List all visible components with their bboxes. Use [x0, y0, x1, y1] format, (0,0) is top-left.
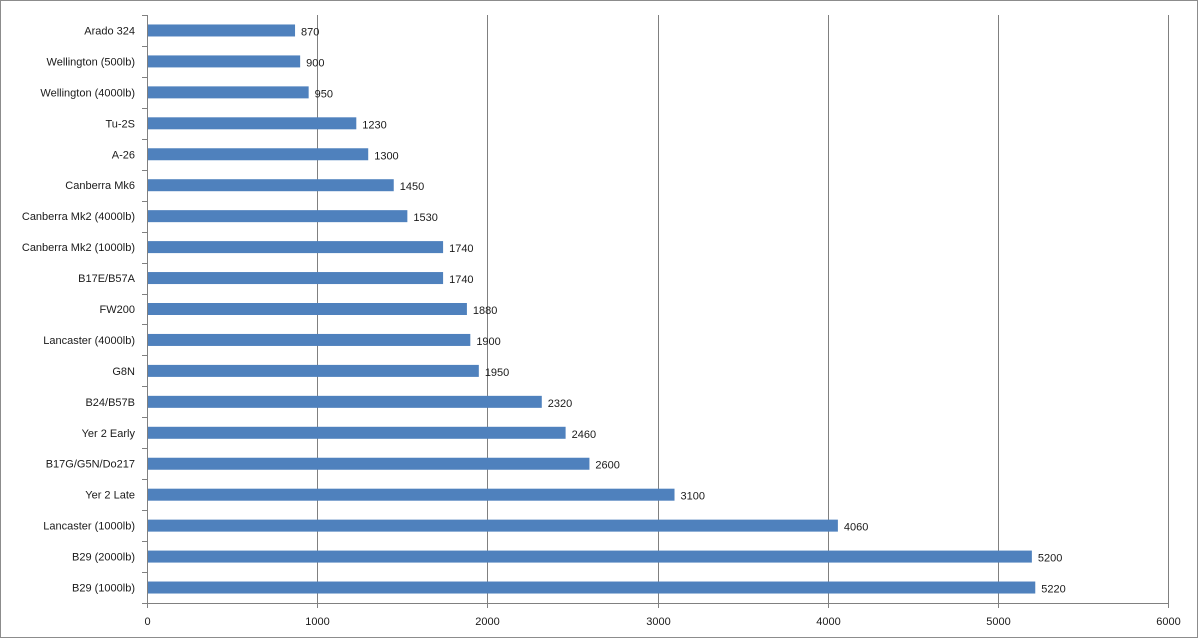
- data-label: 1740: [449, 274, 473, 286]
- x-tick-label: 6000: [1156, 616, 1180, 628]
- bar: [148, 488, 675, 501]
- category-label: Wellington (4000lb): [40, 87, 135, 99]
- bar: [148, 550, 1032, 563]
- bar: [148, 148, 369, 161]
- labels: 0 1000 2000 3000 4000 5000 6000 Arado 324 870 Wel…: [22, 25, 1181, 628]
- bar: [148, 117, 357, 130]
- category-label: Yer 2 Late: [85, 490, 135, 502]
- data-label: 1950: [485, 367, 509, 379]
- data-label: 2320: [548, 398, 572, 410]
- x-tick-label: 0: [144, 616, 150, 628]
- data-label: 1740: [449, 243, 473, 255]
- bar: [148, 426, 566, 439]
- data-label: 2460: [572, 429, 596, 441]
- bar: [148, 364, 479, 377]
- category-label: Yer 2 Early: [82, 428, 136, 440]
- bars: [148, 24, 1036, 594]
- data-label: 1300: [374, 150, 398, 162]
- category-label: Canberra Mk6: [65, 180, 135, 192]
- category-label: Lancaster (1000lb): [43, 521, 135, 533]
- category-label: B17E/B57A: [78, 273, 136, 285]
- category-label: FW200: [100, 304, 135, 316]
- data-label: 870: [301, 26, 319, 38]
- category-label: Canberra Mk2 (4000lb): [22, 211, 135, 223]
- category-label: B24/B57B: [85, 397, 135, 409]
- category-label: A-26: [112, 149, 135, 161]
- category-label: B29 (1000lb): [72, 583, 135, 595]
- bar: [148, 179, 394, 192]
- x-tick-label: 5000: [986, 616, 1010, 628]
- bar: [148, 210, 408, 223]
- category-label: Tu-2S: [105, 118, 135, 130]
- category-label: Arado 324: [84, 25, 135, 37]
- data-label: 1530: [413, 212, 437, 224]
- data-label: 900: [306, 57, 324, 69]
- bar: [148, 86, 309, 99]
- category-label: Wellington (500lb): [47, 56, 135, 68]
- bar: [148, 272, 444, 285]
- x-tick-label: 3000: [646, 616, 670, 628]
- data-label: 950: [315, 88, 333, 100]
- data-label: 5200: [1038, 553, 1062, 565]
- bar: [148, 303, 467, 315]
- bar: [148, 333, 471, 346]
- axes: [142, 15, 1169, 608]
- x-tick-label: 2000: [475, 616, 499, 628]
- bar: [148, 581, 1036, 594]
- category-label: G8N: [112, 366, 135, 378]
- category-label: Canberra Mk2 (1000lb): [22, 242, 135, 254]
- bar: [148, 241, 444, 254]
- x-tick-label: 1000: [305, 616, 329, 628]
- x-tick-label: 4000: [816, 616, 840, 628]
- data-label: 5220: [1041, 584, 1065, 596]
- category-label: B29 (2000lb): [72, 552, 135, 564]
- bar: [148, 519, 838, 532]
- bar: [148, 24, 296, 37]
- bar: [148, 395, 542, 408]
- gridlines: [317, 15, 1169, 603]
- data-label: 1450: [400, 181, 424, 193]
- data-label: 2600: [595, 460, 619, 472]
- data-label: 1900: [476, 336, 500, 348]
- category-label: B17G/G5N/Do217: [46, 459, 135, 471]
- bar: [148, 55, 301, 68]
- category-label: Lancaster (4000lb): [43, 335, 135, 347]
- data-label: 1880: [473, 305, 497, 317]
- data-label: 1230: [362, 119, 386, 131]
- data-label: 4060: [844, 522, 868, 534]
- data-label: 3100: [681, 491, 705, 503]
- bar: [148, 457, 590, 470]
